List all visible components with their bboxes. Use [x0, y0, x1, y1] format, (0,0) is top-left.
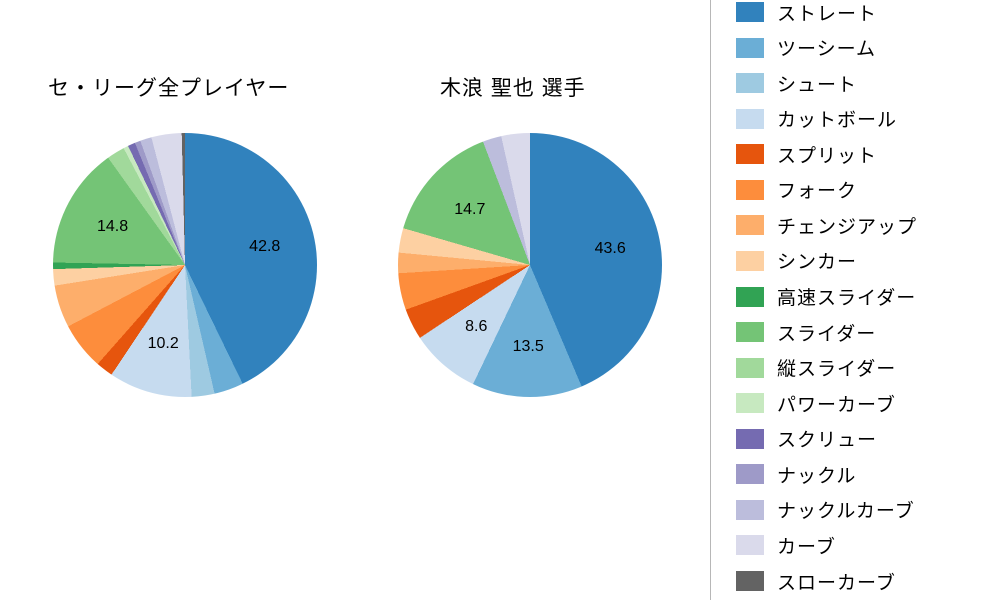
legend-item: チェンジアップ: [711, 214, 999, 238]
legend-color-swatch: [736, 393, 764, 414]
legend-item: カーブ: [711, 534, 999, 558]
legend-color-swatch: [736, 250, 764, 271]
legend-color-swatch: [736, 464, 764, 485]
legend-item-label: ツーシーム: [777, 39, 877, 61]
legend-item-label: カットボール: [777, 110, 898, 132]
legend-item: ナックル: [711, 463, 999, 487]
legend-item: シュート: [711, 72, 999, 96]
legend-color-swatch: [736, 286, 764, 307]
left-chart-title: セ・リーグ全プレイヤー: [48, 77, 290, 100]
legend-color-swatch: [736, 322, 764, 343]
slice-value-label: 14.8: [96, 217, 129, 235]
legend-color-swatch: [736, 144, 764, 165]
legend-color-swatch: [736, 357, 764, 378]
legend-item-label: 縦スライダー: [777, 359, 897, 381]
legend-color-swatch: [736, 73, 764, 94]
legend-item-label: シュート: [777, 74, 858, 96]
slice-value-label: 42.8: [249, 237, 281, 255]
legend-item: スクリュー: [711, 428, 999, 452]
legend-item: シンカー: [711, 250, 999, 274]
right-chart-title: 木浪 聖也 選手: [440, 77, 586, 100]
slice-value-label: 14.7: [454, 200, 486, 218]
legend-item-label: ストレート: [777, 3, 878, 25]
legend-item-label: ナックルカーブ: [777, 501, 915, 523]
legend-item: 高速スライダー: [711, 286, 999, 309]
slice-value-label: 10.2: [147, 334, 179, 352]
legend-item: スライダー: [711, 321, 999, 345]
legend-item: ツーシーム: [711, 37, 999, 61]
legend-item: ストレート: [711, 1, 999, 25]
pie-chart-player-kinami: 43.6 13.5 8.6 14.7: [398, 133, 662, 397]
legend-item: スプリット: [711, 143, 999, 167]
legend-item-label: ナックル: [777, 465, 857, 487]
legend-color-swatch: [736, 535, 764, 556]
legend-item-label: チェンジアップ: [777, 216, 918, 238]
legend-item: パワーカーブ: [711, 392, 999, 416]
legend-item-label: パワーカーブ: [777, 394, 896, 416]
legend-item-label: スプリット: [777, 145, 878, 167]
legend-color-swatch: [736, 2, 764, 22]
legend-item: 縦スライダー: [711, 357, 999, 381]
legend-item: スローカーブ: [711, 570, 999, 594]
legend-item-label: カーブ: [777, 536, 836, 558]
legend-item-label: スライダー: [777, 323, 877, 345]
legend-item-label: シンカー: [777, 252, 858, 274]
legend-item: フォーク: [711, 179, 999, 203]
legend-item-label: フォーク: [777, 181, 858, 203]
legend-item-label: スローカーブ: [777, 572, 896, 594]
legend-color-swatch: [736, 499, 764, 520]
slice-value-label: 13.5: [512, 337, 544, 355]
legend-item-label: スクリュー: [777, 430, 878, 452]
legend-color-swatch: [736, 179, 764, 200]
legend-item: ナックルカーブ: [711, 499, 999, 523]
legend-item: カットボール: [711, 108, 999, 132]
pitch-type-legend: ストレートツーシームシュートカットボール スプリットフォークチェンジアップ シンカー…: [710, 0, 999, 600]
legend-color-swatch: [736, 428, 764, 449]
legend-color-swatch: [736, 37, 764, 58]
legend-item-label: 高速スライダー: [777, 288, 917, 309]
slice-value-label: 43.6: [594, 239, 626, 257]
legend-color-swatch: [736, 571, 764, 591]
slice-value-label: 8.6: [465, 317, 488, 335]
legend-color-swatch: [736, 215, 764, 236]
pie-chart-league-all-players: 42.8 10.2 14.8: [53, 133, 317, 397]
legend-color-swatch: [736, 108, 764, 129]
